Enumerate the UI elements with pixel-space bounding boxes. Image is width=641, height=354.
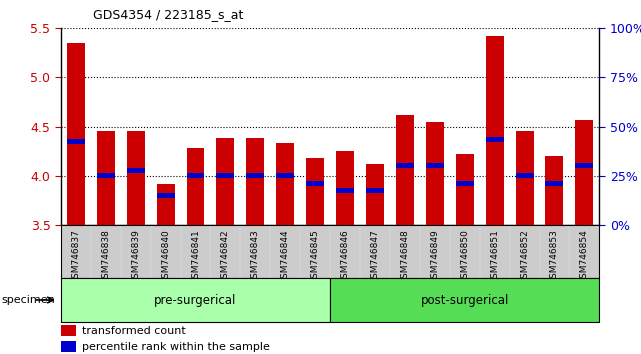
Bar: [336, 188, 354, 193]
Text: GSM746838: GSM746838: [101, 229, 110, 284]
Text: specimen: specimen: [1, 295, 55, 305]
Text: GSM746840: GSM746840: [161, 229, 170, 284]
Text: GDS4354 / 223185_s_at: GDS4354 / 223185_s_at: [93, 8, 244, 21]
Bar: [396, 164, 414, 168]
Bar: [276, 143, 294, 225]
Bar: [486, 137, 504, 142]
Text: GSM746841: GSM746841: [191, 229, 200, 284]
Text: GSM746845: GSM746845: [311, 229, 320, 284]
Bar: [306, 181, 324, 186]
Bar: [67, 139, 85, 144]
Bar: [127, 131, 145, 225]
Bar: [97, 173, 115, 178]
Bar: [576, 120, 594, 225]
Bar: [187, 173, 204, 178]
Bar: [246, 138, 264, 225]
Bar: [217, 138, 235, 225]
Bar: [486, 36, 504, 225]
Bar: [515, 173, 533, 178]
Text: GSM746853: GSM746853: [550, 229, 559, 284]
Bar: [61, 278, 330, 322]
Text: post-surgerical: post-surgerical: [420, 293, 509, 307]
Bar: [246, 173, 264, 178]
Bar: [456, 154, 474, 225]
Text: GSM746839: GSM746839: [131, 229, 140, 284]
Bar: [456, 181, 474, 186]
Bar: [156, 193, 174, 198]
Text: GSM746851: GSM746851: [490, 229, 499, 284]
Bar: [127, 168, 145, 173]
Bar: [336, 151, 354, 225]
Bar: [515, 131, 533, 225]
Bar: [545, 156, 563, 225]
Bar: [217, 173, 235, 178]
Bar: [61, 341, 76, 353]
Bar: [156, 183, 174, 225]
Text: GSM746854: GSM746854: [580, 229, 589, 284]
Text: GSM746847: GSM746847: [370, 229, 379, 284]
Text: GSM746849: GSM746849: [430, 229, 439, 284]
Text: GSM746843: GSM746843: [251, 229, 260, 284]
Bar: [306, 158, 324, 225]
Text: percentile rank within the sample: percentile rank within the sample: [81, 342, 269, 352]
Bar: [396, 115, 414, 225]
Bar: [426, 122, 444, 225]
Text: GSM746837: GSM746837: [71, 229, 80, 284]
Bar: [576, 164, 594, 168]
Bar: [426, 164, 444, 168]
Text: GSM746850: GSM746850: [460, 229, 469, 284]
Bar: [330, 278, 599, 322]
Text: GSM746852: GSM746852: [520, 229, 529, 284]
Text: GSM746844: GSM746844: [281, 229, 290, 284]
Bar: [187, 148, 204, 225]
Bar: [276, 173, 294, 178]
Bar: [366, 164, 384, 225]
Bar: [67, 43, 85, 225]
Text: GSM746848: GSM746848: [401, 229, 410, 284]
Bar: [61, 325, 76, 336]
Text: transformed count: transformed count: [81, 326, 185, 336]
Text: GSM746846: GSM746846: [340, 229, 349, 284]
Text: GSM746842: GSM746842: [221, 229, 230, 284]
Text: pre-surgerical: pre-surgerical: [154, 293, 237, 307]
Bar: [545, 181, 563, 186]
Bar: [97, 131, 115, 225]
Bar: [366, 188, 384, 193]
